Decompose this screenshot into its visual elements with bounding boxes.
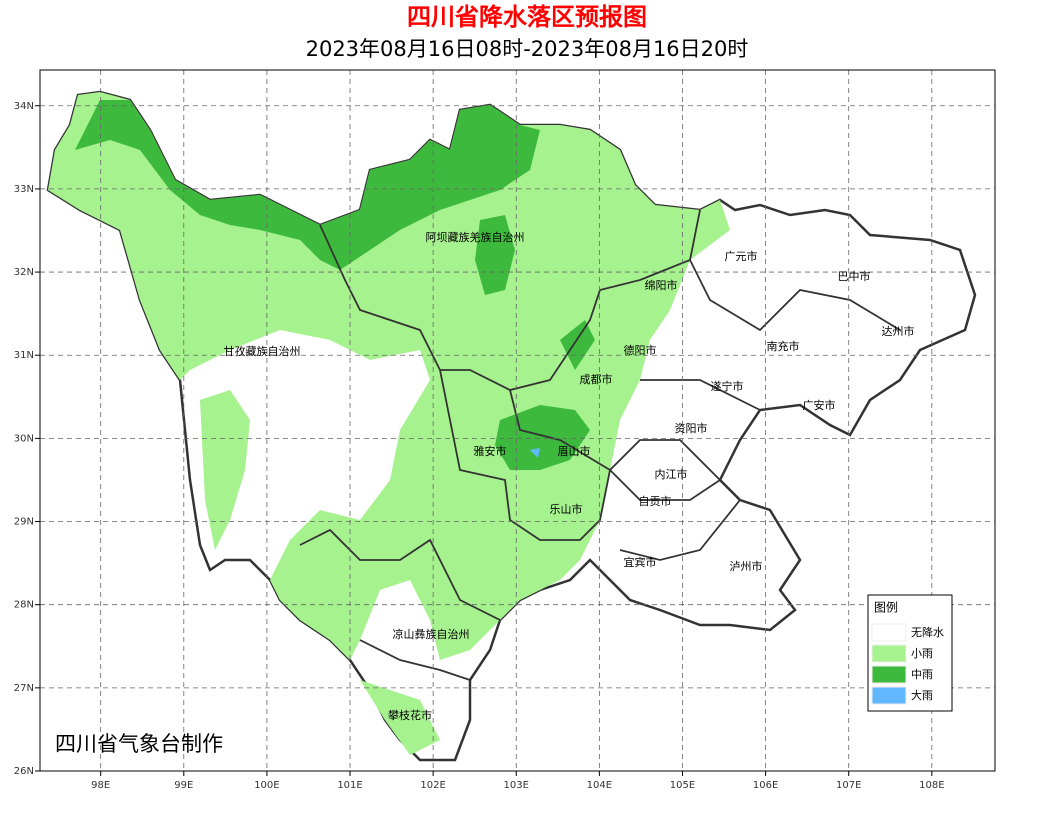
y-tick-label: 28N [14, 600, 34, 611]
city-label: 绵阳市 [645, 278, 678, 292]
city-label: 资阳市 [675, 421, 708, 435]
city-label: 内江市 [655, 467, 688, 481]
moderate-rain-area [475, 215, 515, 295]
y-tick-label: 31N [14, 350, 34, 361]
x-tick-label: 107E [836, 780, 861, 791]
city-label: 成都市 [580, 372, 613, 386]
city-label: 德阳市 [624, 343, 657, 357]
x-tick-label: 98E [91, 780, 110, 791]
precip-areas [46, 90, 977, 762]
graticule: 98E 99E 100E 101E 102E 103E 104E 105E 106E 107E 10… [14, 70, 995, 791]
x-tick-label: 99E [174, 780, 193, 791]
legend-label: 小雨 [911, 647, 933, 660]
light-rain-area [48, 92, 730, 660]
legend-swatch [871, 644, 907, 663]
city-label: 自贡市 [639, 494, 672, 508]
city-label: 广元市 [725, 249, 758, 263]
x-tick-label: 101E [337, 780, 362, 791]
city-label: 攀枝花市 [388, 708, 432, 722]
legend-label: 无降水 [911, 625, 944, 639]
moderate-rain-area [75, 100, 540, 270]
city-label: 南充市 [767, 339, 800, 353]
y-tick-label: 32N [14, 267, 34, 278]
y-tick-label: 34N [14, 101, 34, 112]
city-labels: 阿坝藏族羌族自治州 广元市 巴中市 绵阳市 达州市 甘孜藏族自治州 德阳市 南充… [224, 230, 915, 722]
y-tick-label: 27N [14, 683, 34, 694]
legend-label: 中雨 [911, 668, 933, 681]
heavy-rain-area [530, 448, 540, 458]
title: 四川省降水落区预报图 [407, 3, 647, 31]
city-label: 遂宁市 [711, 379, 744, 393]
y-tick-label: 26N [14, 766, 34, 777]
legend-swatch [871, 623, 907, 642]
city-label: 阿坝藏族羌族自治州 [426, 230, 525, 244]
legend-swatch [871, 686, 907, 705]
city-label: 眉山市 [558, 444, 591, 458]
city-label: 泸州市 [730, 559, 763, 573]
city-label: 巴中市 [838, 269, 871, 283]
city-label: 雅安市 [474, 444, 507, 458]
legend-title: 图例 [874, 601, 898, 615]
city-label: 广安市 [803, 398, 836, 412]
x-tick-label: 102E [420, 780, 445, 791]
city-label: 甘孜藏族自治州 [224, 344, 301, 358]
x-tick-label: 106E [753, 780, 778, 791]
city-label: 凉山彝族自治州 [393, 627, 470, 641]
light-rain-area [360, 680, 440, 755]
x-tick-label: 103E [504, 780, 529, 791]
map-frame [39, 69, 996, 772]
prefecture-borders [299, 209, 901, 681]
credit: 四川省气象台制作 [55, 732, 223, 756]
x-tick-label: 105E [670, 780, 695, 791]
x-tick-label: 104E [587, 780, 612, 791]
moderate-rain-area [495, 405, 590, 470]
light-rain-area [200, 390, 250, 550]
x-tick-label: 108E [919, 780, 944, 791]
y-tick-label: 33N [14, 184, 34, 195]
city-label: 宜宾市 [624, 555, 657, 569]
moderate-rain-area [560, 320, 595, 370]
y-tick-label: 30N [14, 433, 34, 444]
legend-swatch [871, 665, 907, 684]
y-tick-label: 29N [14, 517, 34, 528]
legend-label: 大雨 [911, 688, 933, 702]
subtitle: 2023年08月16日08时-2023年08月16日20时 [306, 37, 749, 61]
city-label: 达州市 [882, 324, 915, 338]
x-tick-label: 100E [254, 780, 279, 791]
city-label: 乐山市 [550, 502, 583, 516]
